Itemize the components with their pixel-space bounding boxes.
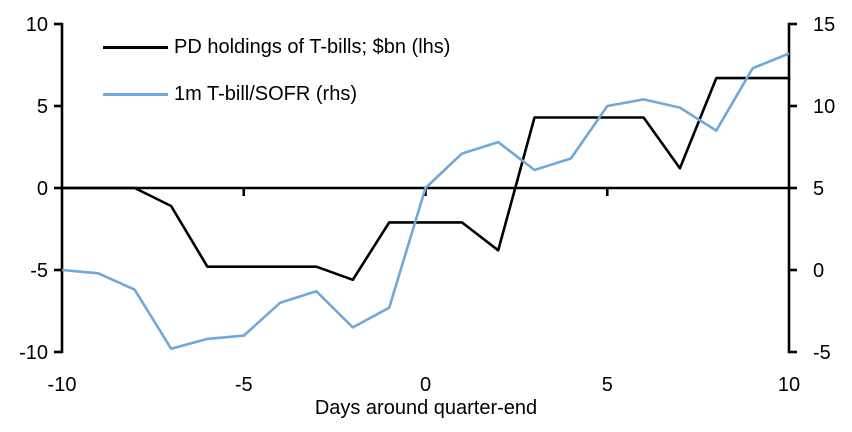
right-axis-tick-label: 15 [813, 14, 835, 36]
legend-entry-pd-holdings: PD holdings of T-bills; $bn (lhs) [103, 34, 450, 60]
left-axis-tick-label: -10 [19, 342, 48, 364]
x-axis-tick-label: -10 [48, 374, 77, 396]
legend-entry-tbill-sofr: 1m T-bill/SOFR (rhs) [103, 81, 450, 107]
left-axis-tick-label: 5 [37, 96, 48, 118]
series-line-rhs [61, 52, 790, 351]
right-axis-tick-label: 0 [813, 260, 824, 282]
x-axis-tick-label: 5 [602, 374, 613, 396]
x-axis-title: Days around quarter-end [314, 397, 538, 419]
legend-line-sample-lhs [103, 45, 168, 49]
series-line-lhs [62, 76, 789, 282]
x-axis-tick-label: -5 [235, 374, 253, 396]
right-axis-tick-label: 10 [813, 96, 835, 118]
legend: PD holdings of T-bills; $bn (lhs) 1m T-b… [103, 34, 450, 107]
legend-label-lhs: PD holdings of T-bills; $bn (lhs) [174, 35, 451, 58]
right-axis-tick-label: 5 [813, 178, 824, 200]
x-axis-tick-label: 0 [420, 374, 431, 396]
left-axis-tick-label: 10 [26, 14, 48, 36]
legend-label-rhs: 1m T-bill/SOFR (rhs) [174, 82, 357, 105]
right-axis-tick-label: -5 [813, 342, 831, 364]
x-axis-tick-label: 10 [778, 374, 800, 396]
legend-line-sample-rhs [103, 92, 168, 96]
left-axis-tick-label: 0 [37, 178, 48, 200]
left-axis-tick-label: -5 [30, 260, 48, 282]
